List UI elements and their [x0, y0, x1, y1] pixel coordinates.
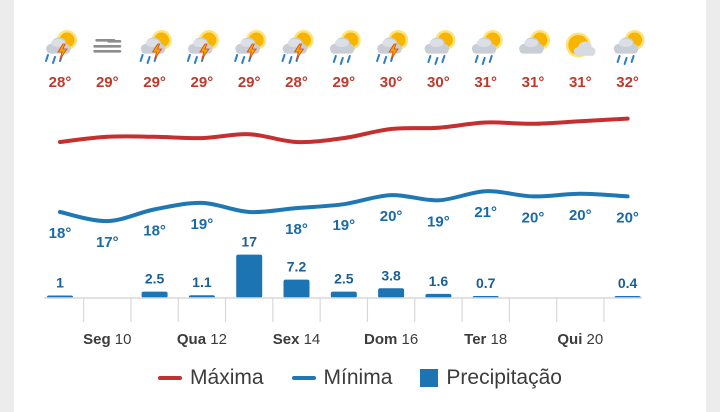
- precip-label: 7.2: [287, 259, 307, 275]
- rain-sun-icon: [471, 30, 503, 65]
- precip-label: 0.4: [618, 275, 638, 291]
- precip-bar: [283, 279, 310, 298]
- legend-min-label: Mínima: [323, 366, 393, 389]
- max-temp-label: 30°: [380, 74, 403, 91]
- max-temp-label: 28°: [49, 74, 72, 91]
- precip-bar: [378, 288, 405, 298]
- precip-bar: [141, 291, 168, 298]
- x-tick-label: Qua 12: [177, 331, 227, 348]
- max-temp-label: 29°: [238, 74, 261, 91]
- min-temperature-labels: 18° 17° 18° 19° 18° 19° 20° 19° 21° 20° 20° 20°: [49, 204, 639, 251]
- max-temperature-line: [58, 116, 630, 145]
- temperature-lines: [58, 116, 630, 224]
- min-temp-label: 17°: [96, 234, 119, 251]
- max-temp-label: 31°: [522, 74, 545, 91]
- max-temp-label: 29°: [96, 74, 119, 91]
- storm-sun-icon: [139, 30, 172, 64]
- x-tick-label: Qui 20: [557, 331, 603, 348]
- legend-item-precip[interactable]: Precipitação: [420, 366, 562, 390]
- precip-label: 1.6: [429, 273, 449, 289]
- legend-item-max[interactable]: Máxima: [158, 366, 264, 390]
- fog-icon: [93, 39, 122, 53]
- precip-label: 1: [56, 274, 64, 290]
- max-temp-label: 29°: [191, 74, 214, 91]
- max-temp-label: 31°: [569, 74, 592, 91]
- precip-label: 2.5: [145, 271, 165, 287]
- precip-label: 3.8: [381, 267, 401, 283]
- storm-sun-icon: [234, 30, 267, 64]
- max-temperature-labels: 28° 29° 29° 29° 29° 28° 29° 30° 30° 31° 31° 31° 32°: [49, 74, 639, 91]
- storm-sun-icon: [45, 30, 77, 64]
- precip-label: 0.7: [476, 275, 496, 291]
- max-temp-label: 28°: [285, 74, 308, 91]
- chart-legend: Máxima Mínima Precipitação: [0, 366, 720, 390]
- precip-label: 2.5: [334, 271, 354, 287]
- legend-item-min[interactable]: Mínima: [291, 366, 393, 390]
- min-temp-label: 20°: [522, 209, 545, 226]
- rain-sun-icon: [329, 30, 361, 65]
- cloud-sun-icon: [519, 30, 550, 54]
- forecast-card: [14, 0, 706, 412]
- min-temp-label: 19°: [191, 216, 214, 233]
- rain-sun-icon: [424, 30, 456, 65]
- precip-label: 1.1: [192, 274, 212, 290]
- precip-bar: [330, 291, 357, 298]
- min-temp-label: 18°: [285, 221, 308, 238]
- min-temperature-line: [58, 189, 630, 224]
- precip-label: 17: [241, 234, 257, 250]
- min-temp-label: 20°: [380, 208, 403, 225]
- max-temp-label: 29°: [143, 74, 166, 91]
- max-temp-label: 30°: [427, 74, 450, 91]
- precip-bar: [425, 293, 452, 298]
- weather-icons-row: [45, 30, 645, 65]
- storm-sun-icon: [281, 30, 314, 64]
- min-temp-label: 18°: [143, 222, 166, 239]
- min-temp-label: 20°: [616, 209, 639, 226]
- x-axis: Seg 10 Qua 12 Sex 14 Dom 16 Ter 18 Qui 20: [44, 297, 642, 348]
- legend-max-swatch: [158, 376, 183, 380]
- x-tick-label: Seg 10: [83, 331, 131, 348]
- storm-sun-icon: [186, 30, 219, 64]
- x-tick-label: Dom 16: [364, 331, 418, 348]
- min-temp-label: 18°: [49, 225, 72, 242]
- storm-sun-icon: [376, 30, 409, 64]
- min-temp-label: 20°: [569, 207, 592, 224]
- min-temp-label: 19°: [332, 217, 355, 234]
- legend-precip-label: Precipitação: [446, 366, 562, 389]
- x-tick-label: Sex 14: [273, 331, 321, 348]
- max-temp-label: 31°: [474, 74, 497, 91]
- legend-min-swatch: [291, 376, 316, 380]
- min-temp-label: 19°: [427, 213, 450, 230]
- min-temp-label: 21°: [474, 204, 497, 221]
- rain-sun-icon: [613, 30, 645, 65]
- legend-precip-swatch: [420, 369, 439, 387]
- sun-cloud-icon: [565, 32, 596, 58]
- legend-max-label: Máxima: [190, 366, 264, 389]
- precip-bar: [236, 254, 263, 298]
- max-temp-label: 32°: [616, 74, 639, 91]
- max-temp-label: 29°: [332, 74, 355, 91]
- x-tick-label: Ter 18: [464, 331, 507, 348]
- precipitation-bars: 1 2.5 1.1 17 7.2 2.5 3.8 1.6 0.7 0.4: [47, 234, 641, 298]
